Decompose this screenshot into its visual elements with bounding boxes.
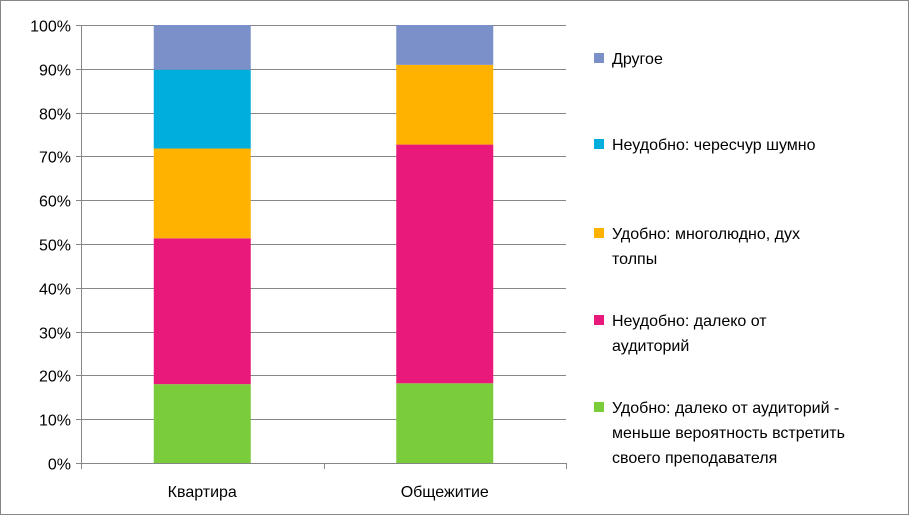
y-tick-label: 0% xyxy=(48,457,71,474)
y-tick-label: 50% xyxy=(39,238,71,255)
bar-segment xyxy=(153,238,251,385)
legend-label: толпы xyxy=(612,251,657,268)
bar-segment xyxy=(396,144,494,384)
bar-segment xyxy=(153,69,251,149)
legend-label: Удобно: многолюдно, дух xyxy=(612,226,800,243)
legend-swatch xyxy=(594,315,604,325)
legend-label: меньше вероятность встретить xyxy=(612,425,845,442)
legend-label: Удобно: далеко от аудиторий - xyxy=(612,400,839,417)
y-tick-label: 90% xyxy=(39,63,71,80)
y-tick-label: 10% xyxy=(39,413,71,430)
y-tick-label: 20% xyxy=(39,369,71,386)
bar-segment xyxy=(396,64,494,145)
y-tick-label: 70% xyxy=(39,150,71,167)
y-tick-label: 100% xyxy=(30,19,71,36)
x-category-label: Общежитие xyxy=(401,484,489,501)
legend-label: Неудобно: далеко от xyxy=(612,313,767,330)
legend-swatch xyxy=(594,402,604,412)
y-tick-label: 80% xyxy=(39,107,71,124)
legend-swatch xyxy=(594,228,604,238)
y-tick-label: 60% xyxy=(39,194,71,211)
bar-segment xyxy=(153,25,251,70)
legend-label: аудиторий xyxy=(612,338,689,355)
y-tick-label: 40% xyxy=(39,282,71,299)
bar-segment xyxy=(153,384,251,463)
legend-label: своего преподавателя xyxy=(612,450,777,467)
y-tick-label: 30% xyxy=(39,326,71,343)
legend: Другое Неудобно: чересчур шумно Удобно: мн… xyxy=(594,51,845,467)
legend-label: Другое xyxy=(612,51,663,68)
legend-swatch xyxy=(594,139,604,149)
legend-label: Неудобно: чересчур шумно xyxy=(612,137,816,154)
x-category-label: Квартира xyxy=(168,484,237,501)
axes: 0% 10% 20% 30% 40% 50% 60% 70% 80% 90% 100% Квартир… xyxy=(30,19,567,501)
legend-swatch xyxy=(594,53,604,63)
bar-segment xyxy=(396,383,494,463)
bar-segment xyxy=(396,25,494,65)
bar-segment xyxy=(153,148,251,239)
bars xyxy=(153,25,494,463)
